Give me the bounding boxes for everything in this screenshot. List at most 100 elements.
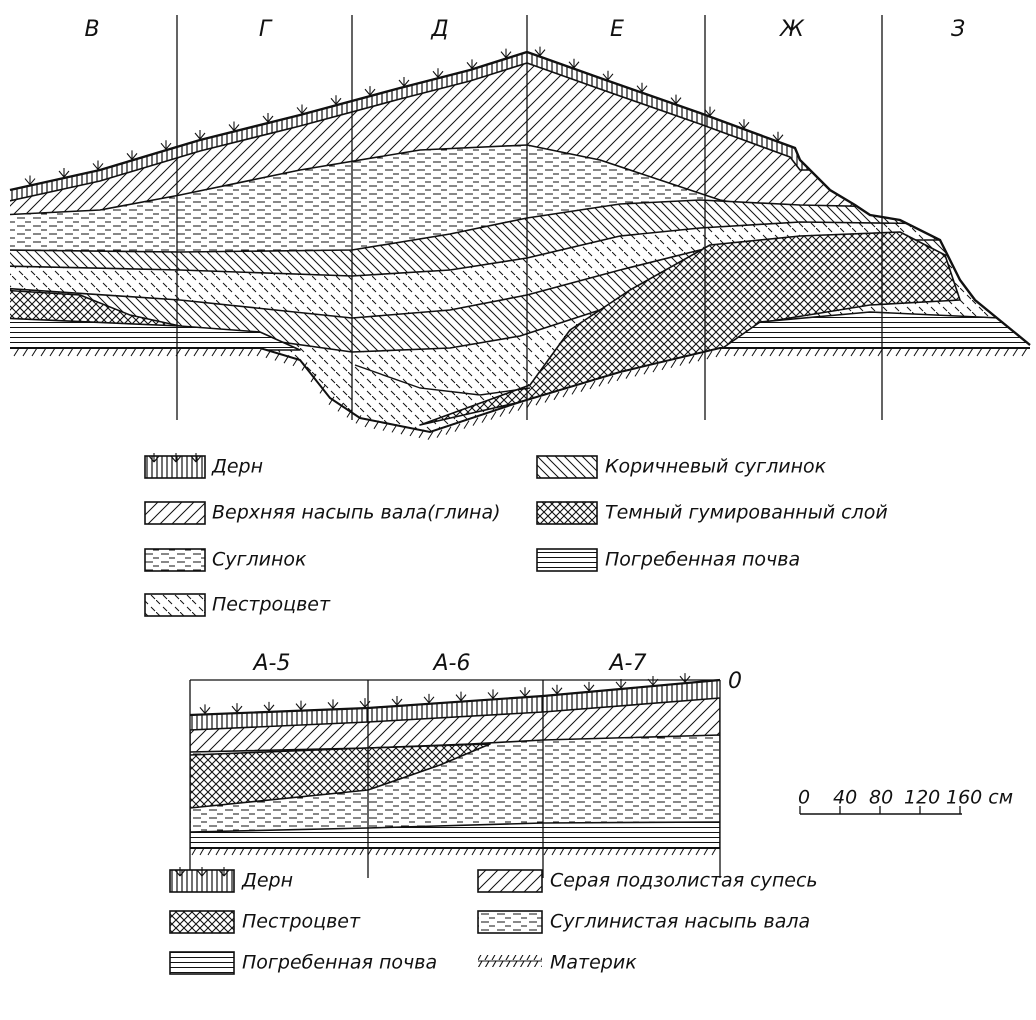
- legend-swatch: [144, 455, 206, 479]
- column-label: Ж: [778, 17, 805, 42]
- ground-hatch: [877, 347, 884, 357]
- grass-tuft: [228, 121, 240, 131]
- ground-hatch: [215, 847, 221, 856]
- ground-hatch: [184, 347, 191, 357]
- ground-hatch: [130, 347, 137, 357]
- ground-hatch: [769, 347, 776, 357]
- ground-hatch: [319, 847, 325, 856]
- ground-hatch: [663, 847, 669, 856]
- ground-hatch: [303, 847, 309, 856]
- ground-hatch: [1012, 347, 1019, 357]
- grass-tuft: [551, 684, 563, 695]
- ground-hatch: [949, 347, 956, 357]
- ground-hatch: [479, 847, 485, 856]
- ground-hatch: [679, 357, 686, 366]
- ground-hatch: [526, 399, 533, 409]
- grass-tuft: [602, 70, 614, 81]
- ground-hatch: [655, 847, 661, 856]
- ground-hatch: [103, 347, 110, 357]
- legend-label: Пестроцвет: [212, 594, 331, 616]
- ground-hatch: [375, 847, 381, 856]
- ground-hatch: [711, 847, 717, 856]
- ground-hatch: [199, 847, 205, 856]
- ground-hatch: [319, 385, 326, 394]
- ground-hatch: [337, 403, 344, 412]
- ground-hatch: [580, 383, 587, 392]
- ground-hatch: [652, 363, 659, 373]
- ground-hatch: [623, 847, 629, 856]
- ground-hatch: [220, 347, 227, 357]
- ground-hatch: [487, 847, 493, 856]
- ground-hatch: [985, 347, 992, 357]
- legend-label: Суглинистая насыпь вала: [550, 911, 810, 933]
- legend-swatch: [536, 455, 598, 479]
- ground-hatch: [301, 362, 308, 371]
- ground-hatch: [703, 847, 709, 856]
- section-2: [190, 680, 720, 848]
- ground-hatch: [567, 847, 573, 856]
- legend-label: Погребенная почва: [605, 549, 800, 571]
- grass-tuft: [231, 703, 243, 713]
- ground-hatch: [409, 427, 416, 437]
- ground-hatch: [436, 429, 443, 438]
- ground-hatch: [994, 347, 1001, 357]
- ground-hatch: [670, 359, 677, 369]
- grass-tuft: [423, 693, 435, 704]
- grass-tuft: [636, 82, 648, 93]
- ground-hatch: [527, 847, 533, 856]
- ground-hatch: [697, 353, 704, 362]
- ground-hatch: [778, 347, 785, 357]
- ground-hatch: [490, 411, 497, 420]
- grass-tuft: [58, 168, 70, 178]
- grass-tuft: [92, 160, 104, 170]
- grass-tuft: [327, 699, 339, 709]
- grass-tuft: [391, 696, 403, 706]
- ground-hatch: [121, 347, 128, 357]
- ground-hatch: [616, 372, 623, 382]
- legend-swatch: [477, 910, 543, 934]
- grass-tuft: [466, 59, 478, 69]
- ground-hatch: [399, 847, 405, 856]
- ground-hatch: [805, 347, 812, 357]
- grass-tuft: [174, 867, 186, 877]
- ground-hatch: [868, 347, 875, 357]
- ground-hatch: [383, 847, 389, 856]
- grass-tuft: [194, 130, 206, 140]
- grass-tuft: [263, 701, 275, 712]
- ground-hatch: [13, 347, 20, 357]
- ground-hatch: [687, 847, 693, 856]
- ground-hatch: [625, 370, 632, 379]
- ground-hatch: [85, 347, 92, 357]
- ground-hatch: [559, 847, 565, 856]
- legend-swatch: [477, 869, 543, 893]
- ground-hatch: [832, 347, 839, 357]
- ground-hatch: [615, 847, 621, 856]
- ground-hatch: [351, 847, 357, 856]
- grass-tuft: [24, 175, 36, 185]
- ground-hatch: [207, 847, 213, 856]
- column-label: Г: [259, 17, 273, 42]
- grass-tuft: [679, 673, 691, 683]
- ground-hatch: [359, 847, 365, 856]
- legend-label: Дерн: [211, 456, 263, 478]
- ground-hatch: [202, 347, 209, 357]
- ground-hatch: [238, 347, 245, 357]
- ground-hatch: [519, 847, 525, 856]
- ground-hatch: [607, 847, 613, 856]
- legend-swatch: [144, 501, 206, 525]
- ground-hatch: [787, 347, 794, 357]
- ground-hatch: [599, 847, 605, 856]
- ground-hatch: [327, 847, 333, 856]
- column-label: Е: [610, 17, 624, 42]
- grass-tuft: [432, 68, 444, 78]
- ground-hatch: [22, 347, 29, 357]
- ground-hatch: [247, 847, 253, 856]
- ground-hatch: [859, 347, 866, 357]
- ground-hatch: [913, 347, 920, 357]
- grass-tuft: [670, 94, 682, 104]
- legend-label: Пестроцвет: [242, 911, 361, 933]
- column-label: З: [951, 17, 965, 42]
- grass-tuft: [190, 453, 202, 463]
- ground-hatch: [364, 418, 371, 428]
- legend-swatch: [478, 955, 542, 967]
